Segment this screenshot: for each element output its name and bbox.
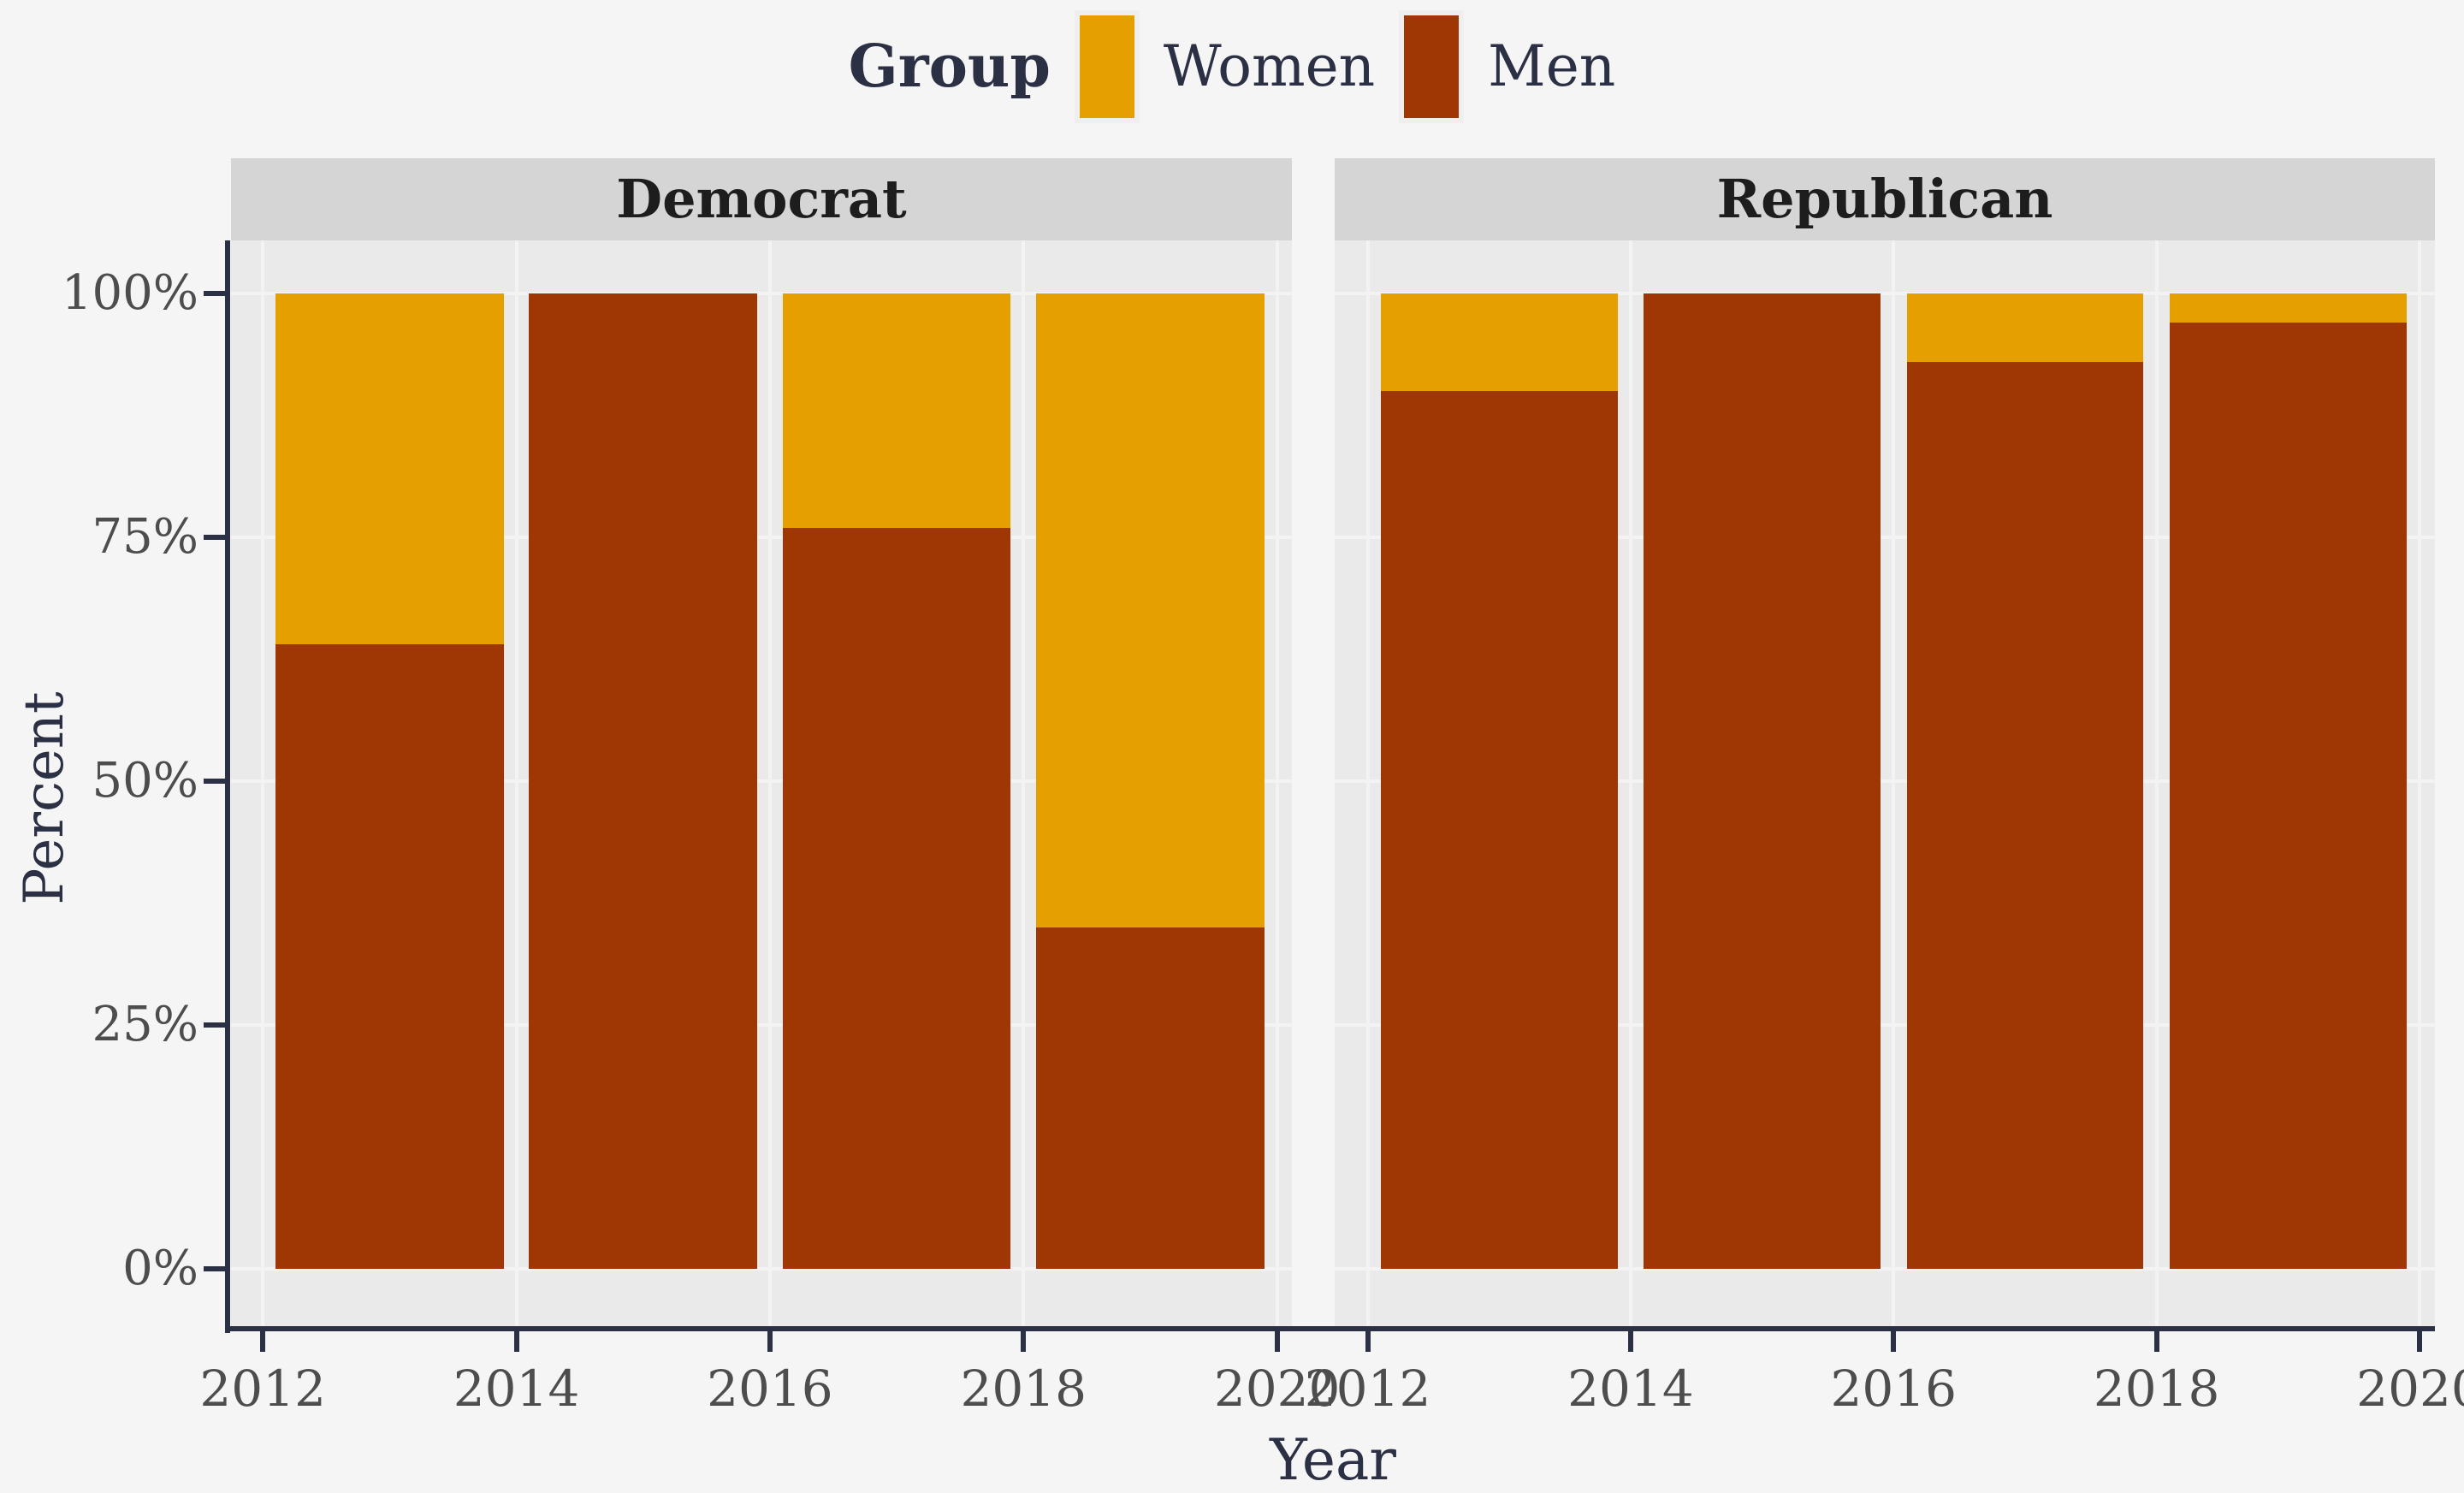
x-axis-tick [513, 1329, 519, 1352]
legend-title: Group [848, 33, 1051, 101]
facet-strip-label: Republican [1716, 168, 2053, 230]
legend-swatch-women-icon [1074, 10, 1140, 123]
x-tick-label-2018: 2018 [960, 1360, 1087, 1418]
legend-item-women: Women [1074, 10, 1376, 123]
gridline-vertical [514, 240, 518, 1329]
x-tick-label-2016: 2016 [707, 1360, 833, 1418]
bar-democrat-2013 [275, 293, 504, 1269]
legend-label-men: Men [1488, 33, 1616, 99]
x-axis-tick [1627, 1329, 1633, 1352]
y-tick-label-50: 50% [92, 753, 198, 809]
legend-item-men: Men [1399, 10, 1615, 123]
gridline-vertical [1365, 240, 1370, 1329]
x-axis-tick [2153, 1329, 2159, 1352]
gridline-vertical [1892, 240, 1896, 1329]
gridline-vertical [2417, 240, 2421, 1329]
x-axis-tick [767, 1329, 773, 1352]
gridline-horizontal [231, 779, 1292, 783]
gridline-vertical [2154, 240, 2159, 1329]
bar-segment-women [275, 293, 504, 645]
gridline-horizontal [1335, 292, 2435, 295]
x-tick-label-2012: 2012 [1304, 1360, 1431, 1418]
y-tick-label-25: 25% [92, 997, 198, 1052]
y-tick-label-0: 0% [122, 1241, 198, 1296]
facet-panels: Democrat 2012 2014 2016 2018 2020 Republican 20… [199, 158, 2464, 1418]
facet-strip-republican: Republican [1335, 158, 2435, 240]
gridline-horizontal [231, 1023, 1292, 1027]
facet-strip-label: Democrat [616, 168, 907, 230]
y-axis-tick [204, 779, 226, 784]
x-axis-tick [1021, 1329, 1027, 1352]
y-axis-tick [204, 1022, 226, 1028]
legend-label-women: Women [1163, 33, 1376, 99]
y-axis-tick [204, 291, 226, 296]
bar-democrat-2019 [1036, 293, 1265, 1269]
gridline-vertical [767, 240, 772, 1329]
x-tick-label-2020: 2020 [1213, 1360, 1341, 1418]
plot-panel-republican: 2012 2014 2016 2018 2020 [1305, 240, 2464, 1418]
gridline-vertical [1628, 240, 1632, 1329]
x-tick-label-2014: 2014 [453, 1360, 580, 1418]
bar-democrat-2015 [529, 293, 758, 1269]
plot-panel-democrat: 2012 2014 2016 2018 2020 [199, 240, 1340, 1418]
bar-republican-2013 [1380, 293, 1618, 1269]
x-axis-line [225, 1326, 2435, 1331]
bar-republican-2019 [2170, 293, 2407, 1269]
bar-segment-men [529, 293, 758, 1269]
facet-democrat: Democrat 2012 2014 2016 2018 2020 [199, 158, 1340, 1418]
bar-segment-women [1036, 293, 1265, 927]
gridline-horizontal [1335, 779, 2435, 783]
bar-segment-men [782, 527, 1011, 1269]
bar-segment-men [275, 644, 504, 1269]
bar-segment-men [1644, 293, 1881, 1269]
gridline-horizontal [231, 1267, 1292, 1271]
bar-segment-women [782, 293, 1011, 528]
x-tick-label-2018: 2018 [2093, 1360, 2220, 1418]
gridline-horizontal [1335, 1023, 2435, 1027]
x-tick-label-2014: 2014 [1567, 1360, 1694, 1418]
gridline-vertical [1275, 240, 1279, 1329]
gridline-horizontal [231, 536, 1292, 539]
bar-democrat-2017 [782, 293, 1011, 1269]
x-axis-tick [1365, 1329, 1371, 1352]
legend-swatch-men-icon [1399, 10, 1465, 123]
y-axis-tick [204, 535, 226, 540]
bar-republican-2015 [1644, 293, 1881, 1269]
bar-segment-men [2170, 323, 2407, 1269]
bar-segment-women [1906, 293, 2144, 362]
facet-republican: Republican 2012 2014 2016 2018 2020 [1305, 158, 2464, 1418]
x-tick-label-2020: 2020 [2356, 1360, 2464, 1418]
x-axis-title: Year [1270, 1427, 1396, 1493]
x-axis-tick [2416, 1329, 2422, 1352]
y-tick-label-100: 100% [61, 265, 198, 321]
bar-segment-men [1906, 361, 2144, 1269]
gridline-horizontal [231, 292, 1292, 295]
y-axis-tick [204, 1266, 226, 1271]
x-axis-tick [260, 1329, 266, 1352]
bar-republican-2017 [1906, 293, 2144, 1269]
bar-segment-men [1036, 927, 1265, 1269]
gridline-vertical [261, 240, 265, 1329]
y-axis-line [225, 240, 230, 1333]
bar-segment-women [2170, 293, 2407, 323]
gridline-horizontal [1335, 536, 2435, 539]
gridline-horizontal [1335, 1267, 2435, 1271]
gridline-vertical [1022, 240, 1026, 1329]
y-tick-label-75: 75% [92, 509, 198, 565]
bar-segment-women [1380, 293, 1618, 391]
x-tick-label-2012: 2012 [199, 1360, 326, 1418]
facet-strip-democrat: Democrat [231, 158, 1292, 240]
x-axis-tick [1274, 1329, 1280, 1352]
bar-segment-men [1380, 391, 1618, 1269]
x-axis-tick [1891, 1329, 1897, 1352]
legend: Group Women Men [0, 10, 2464, 123]
x-tick-label-2016: 2016 [1830, 1360, 1958, 1418]
